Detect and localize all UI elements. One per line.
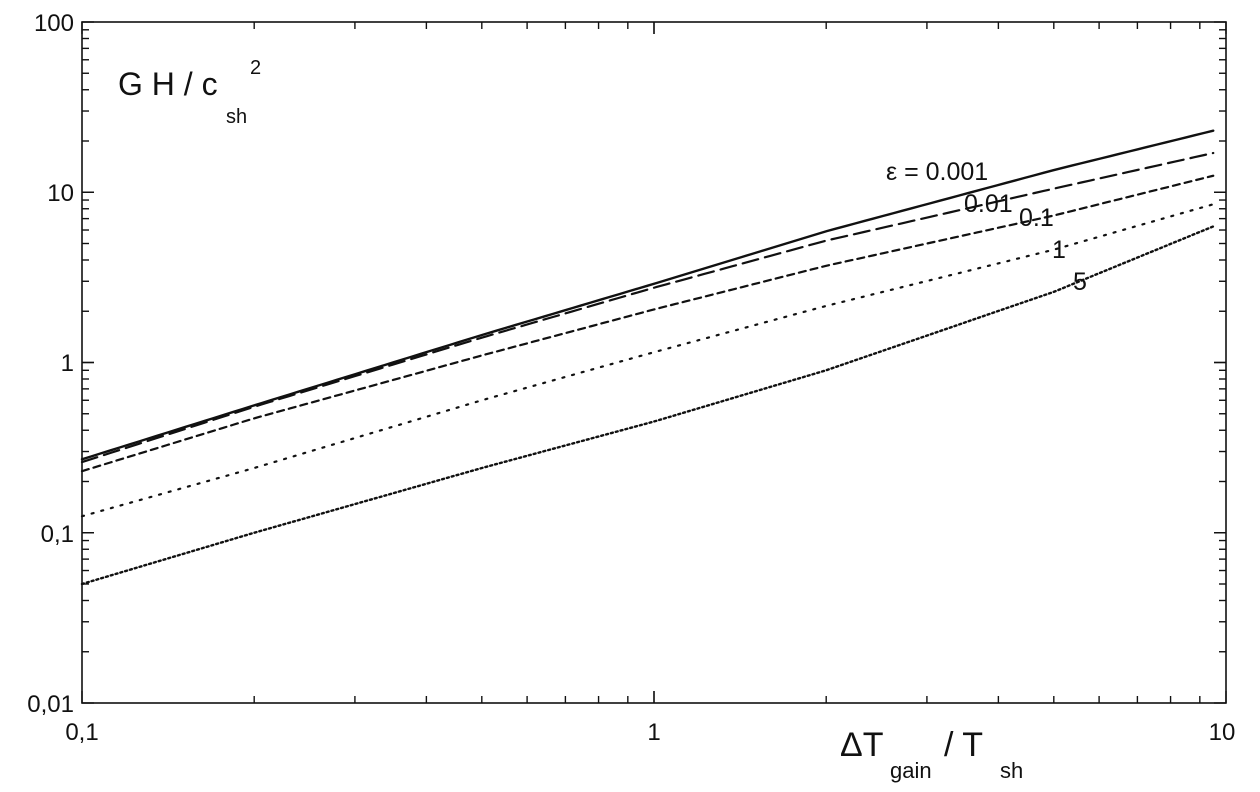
series-curves: [80, 129, 1215, 586]
y-axis-label-superscript: 2: [250, 57, 261, 79]
series-line-1: [80, 151, 1215, 464]
x-tick-label-0-1: 0,1: [65, 719, 98, 746]
plot-frame: [81, 21, 1227, 704]
x-axis-label-subscript-gain: gain: [890, 758, 932, 783]
series-line-4: [80, 225, 1215, 586]
y-tick-label-1: 1: [61, 350, 74, 377]
series-line-3: [80, 203, 1215, 518]
series-line-2: [80, 174, 1215, 473]
series-line-0: [80, 129, 1215, 461]
x-axis-label-subscript-sh: sh: [1000, 758, 1023, 783]
series-label-0-001: ε = 0.001: [886, 158, 988, 186]
y-axis-label: G H / c: [118, 66, 218, 102]
x-axis-label-divider: / T: [944, 726, 983, 764]
y-tick-label-10: 10: [47, 180, 74, 207]
y-tick-label-0-1: 0,1: [41, 521, 74, 548]
x-tick-label-10: 10: [1209, 719, 1236, 746]
y-axis-label-subscript: sh: [226, 106, 247, 128]
series-label-0-01: 0.01: [964, 190, 1013, 218]
series-label-5: 5: [1073, 268, 1087, 296]
y-tick-label-0-01: 0,01: [27, 691, 74, 718]
x-tick-label-1: 1: [647, 719, 660, 746]
series-label-1: 1: [1052, 236, 1066, 264]
series-label-0-1: 0.1: [1019, 204, 1054, 232]
x-axis-label-delta: ΔT: [840, 726, 883, 764]
axis-ticks: [81, 21, 1227, 704]
y-tick-label-100: 100: [34, 10, 74, 37]
